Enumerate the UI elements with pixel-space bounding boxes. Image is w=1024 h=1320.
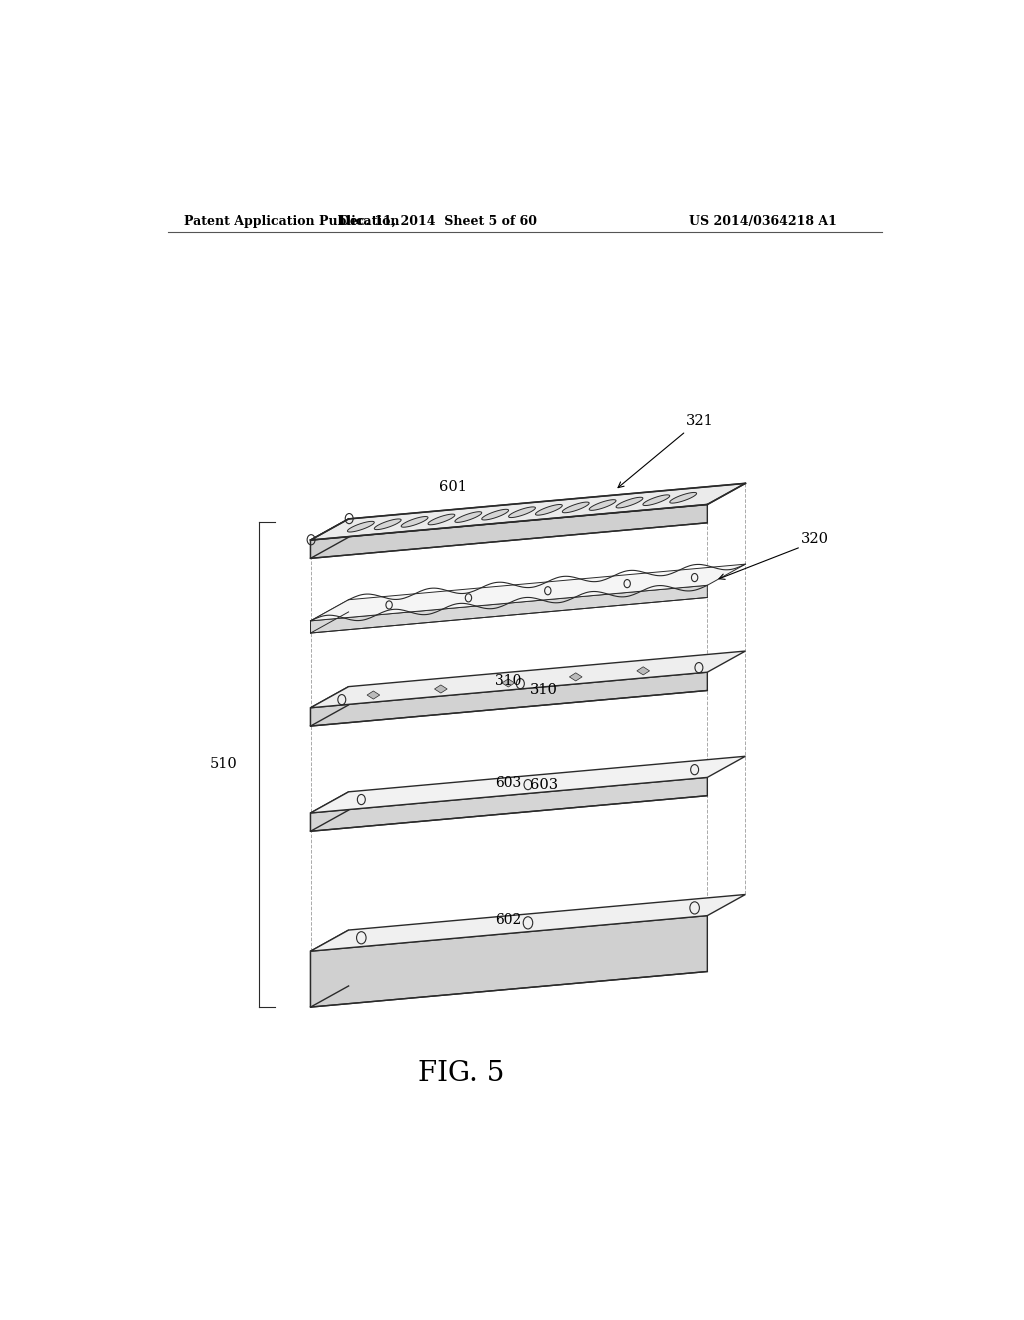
Text: US 2014/0364218 A1: US 2014/0364218 A1 (689, 215, 837, 228)
Text: 603: 603 (495, 776, 521, 791)
Polygon shape (310, 931, 348, 1007)
Polygon shape (310, 792, 348, 832)
Text: 310: 310 (529, 682, 558, 697)
Polygon shape (455, 512, 481, 523)
Polygon shape (367, 690, 380, 700)
Text: 320: 320 (801, 532, 829, 545)
Polygon shape (434, 685, 447, 693)
Polygon shape (670, 492, 696, 503)
Text: FIG. 5: FIG. 5 (418, 1060, 505, 1086)
Polygon shape (401, 516, 428, 527)
Polygon shape (589, 500, 616, 511)
Polygon shape (310, 777, 708, 832)
Polygon shape (562, 502, 589, 512)
Polygon shape (310, 519, 348, 558)
Text: 310: 310 (495, 675, 521, 688)
Polygon shape (509, 507, 536, 517)
Polygon shape (310, 672, 708, 726)
Polygon shape (643, 495, 670, 506)
Polygon shape (637, 667, 649, 675)
Polygon shape (310, 564, 745, 620)
Polygon shape (536, 504, 562, 515)
Polygon shape (502, 678, 515, 686)
Polygon shape (428, 513, 455, 525)
Text: 510: 510 (209, 758, 238, 771)
Text: 601: 601 (438, 479, 467, 494)
Polygon shape (310, 651, 745, 708)
Text: Dec. 11, 2014  Sheet 5 of 60: Dec. 11, 2014 Sheet 5 of 60 (339, 215, 537, 228)
Polygon shape (310, 585, 708, 634)
Polygon shape (310, 483, 745, 540)
Polygon shape (347, 521, 375, 532)
Text: 602: 602 (495, 912, 521, 927)
Polygon shape (310, 599, 348, 634)
Polygon shape (310, 756, 745, 813)
Polygon shape (310, 504, 708, 558)
Polygon shape (310, 895, 745, 952)
Polygon shape (616, 498, 643, 508)
Polygon shape (481, 510, 509, 520)
Polygon shape (310, 686, 348, 726)
Text: 603: 603 (529, 777, 558, 792)
Text: Patent Application Publication: Patent Application Publication (183, 215, 399, 228)
Text: 321: 321 (686, 414, 714, 428)
Polygon shape (569, 673, 582, 681)
Polygon shape (374, 519, 401, 529)
Polygon shape (310, 916, 708, 1007)
